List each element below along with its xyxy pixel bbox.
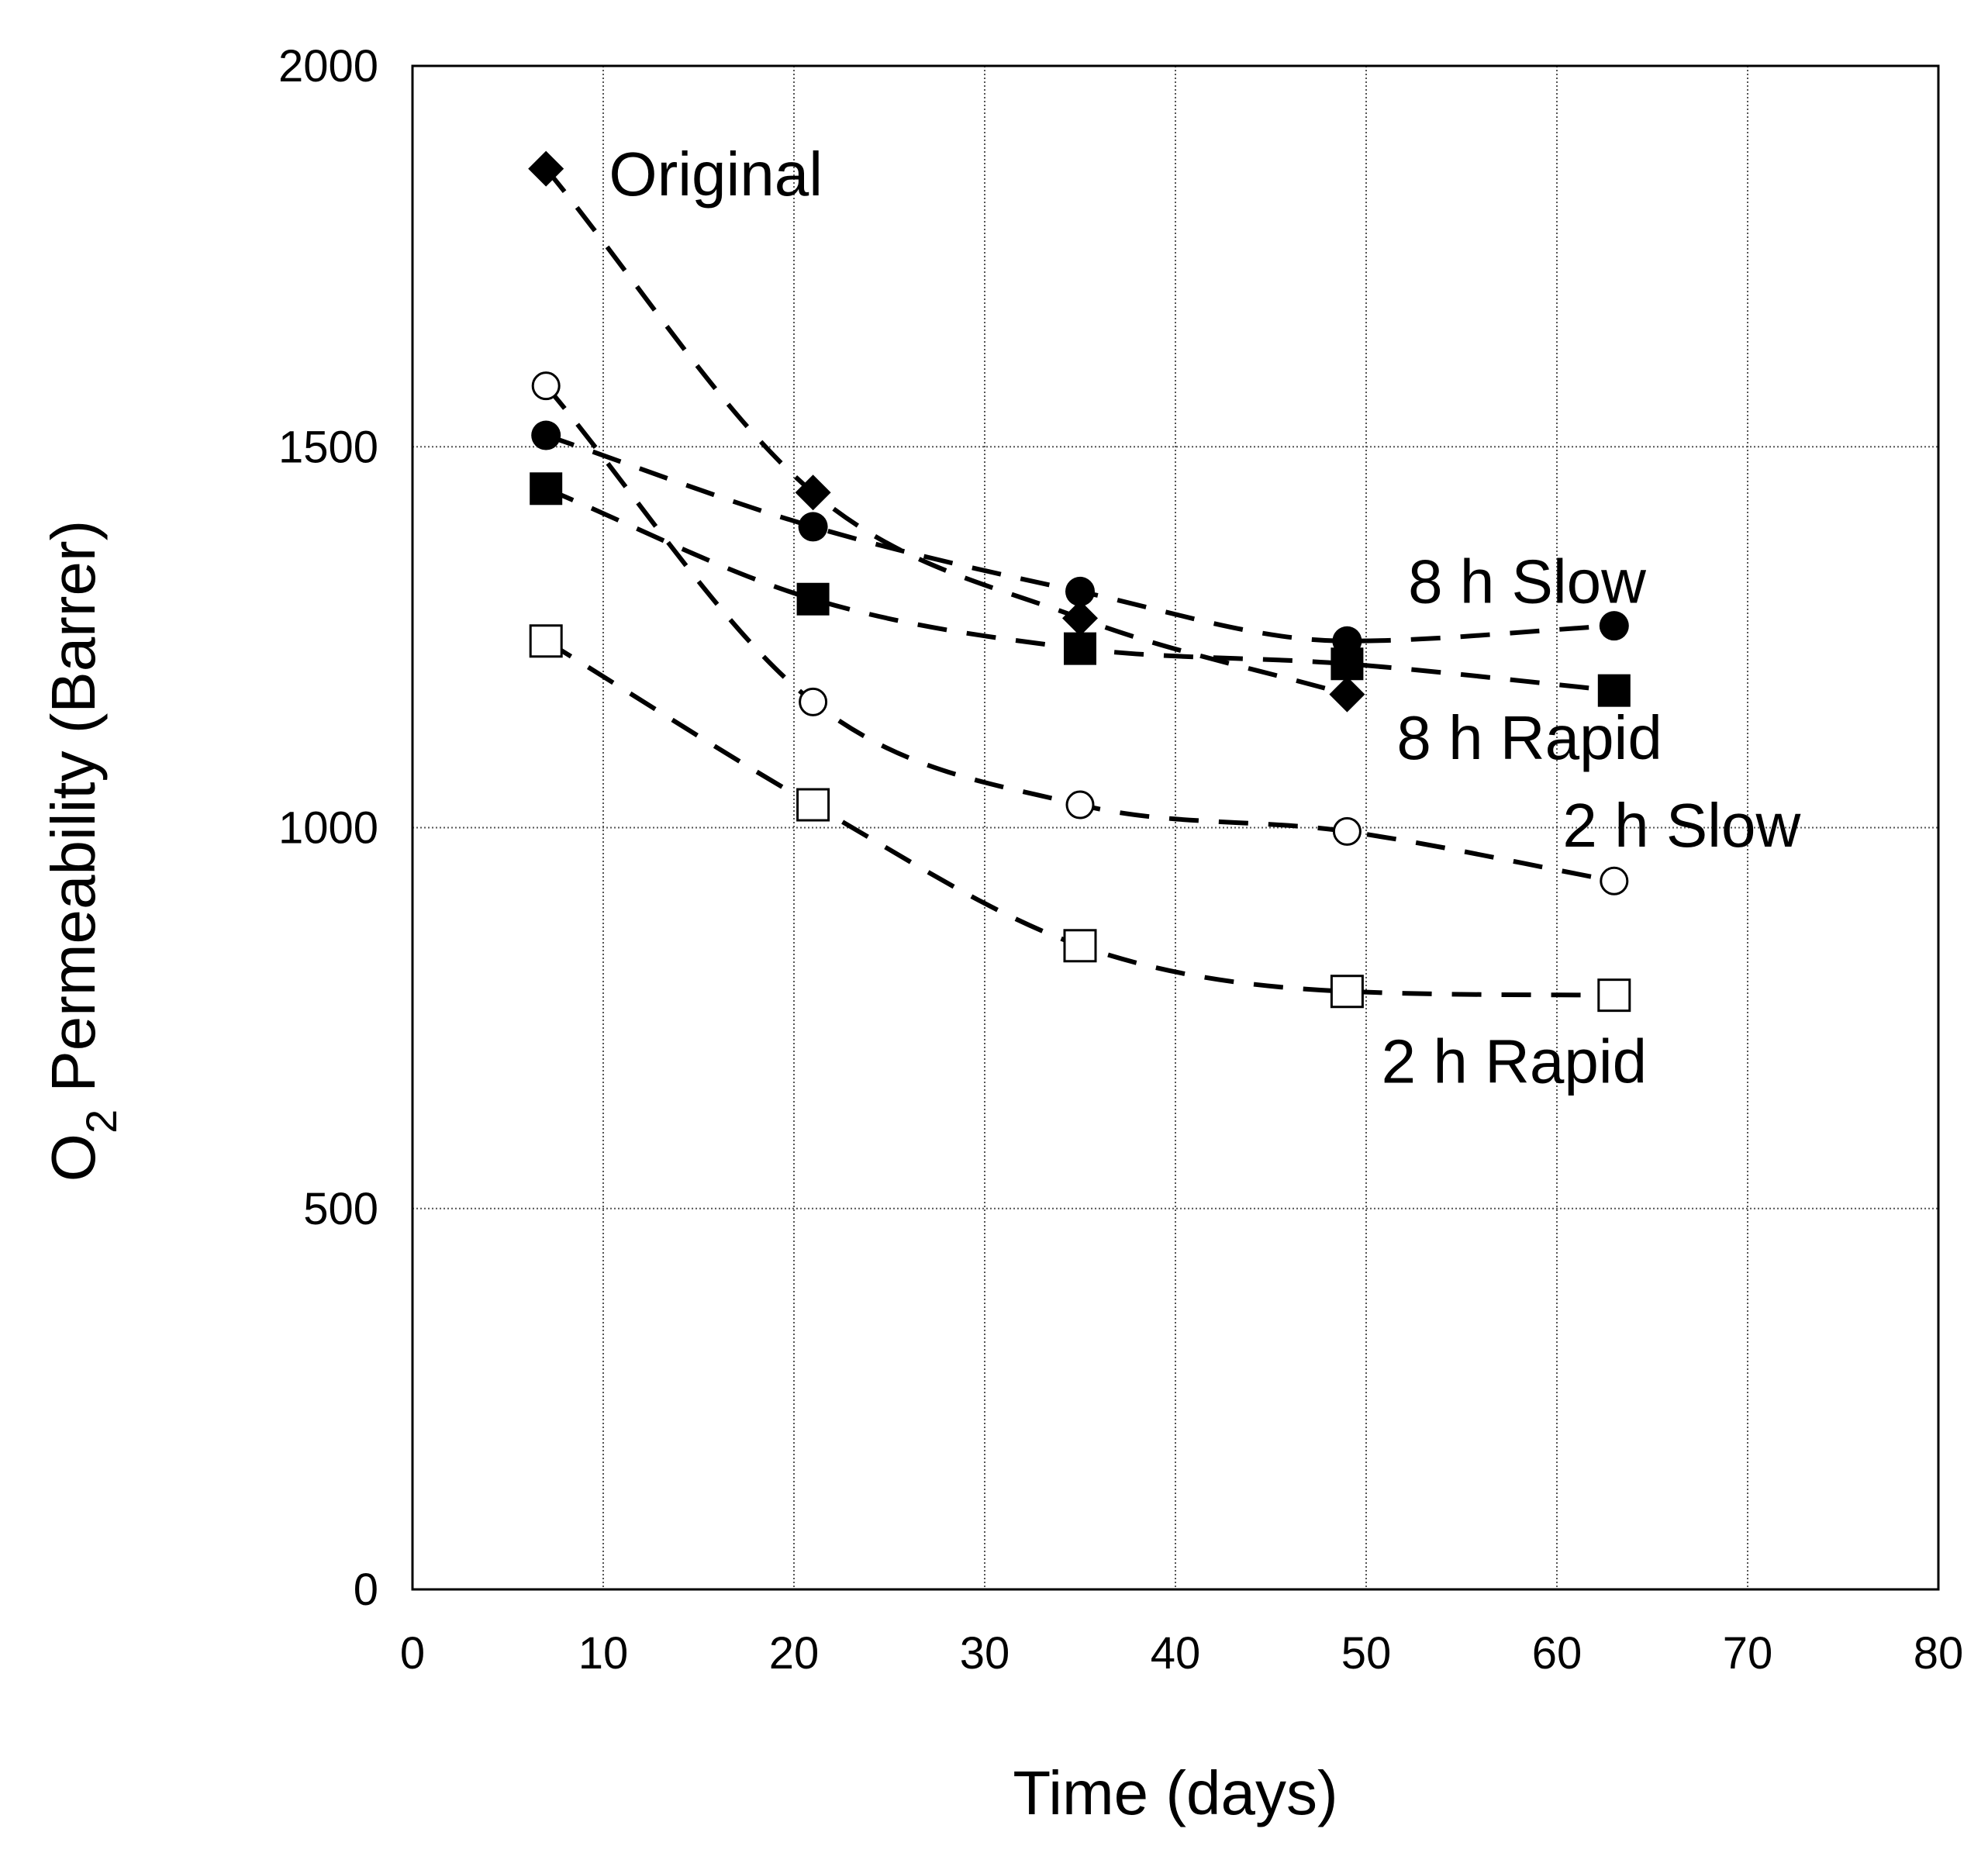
y-axis-title-rest: Permeability (Barrer): [39, 520, 108, 1109]
series-annotations: Original 8 h Slow 8 h Rapid 2 h Slow 2 h Rap…: [609, 140, 1800, 1096]
tick-labels: 0 10 20 30 40 50 60 70 80 0 500 1000 1500 2000: [278, 41, 1963, 1679]
label-original: Original: [609, 140, 823, 209]
y-tick-label: 1500: [278, 422, 378, 472]
marker-8-h-rapid: [1331, 647, 1364, 681]
fit-curve-2-h-slow: [544, 384, 1615, 884]
x-tick-label: 0: [400, 1628, 425, 1679]
marker-8-h-rapid: [530, 472, 563, 506]
grid-lines: [412, 66, 1938, 1589]
marker-2-h-slow: [799, 687, 828, 716]
marker-2-h-slow: [531, 371, 561, 401]
marker-2-h-rapid: [796, 788, 830, 822]
marker-original: [528, 150, 564, 187]
x-tick-label: 80: [1914, 1628, 1964, 1679]
marker-2-h-rapid: [1063, 929, 1097, 963]
x-tick-label: 20: [769, 1628, 820, 1679]
marker-8-h-slow: [531, 420, 561, 450]
marker-8-h-rapid: [796, 582, 830, 616]
marker-original: [795, 474, 831, 511]
marker-8-h-rapid: [1064, 632, 1096, 665]
y-axis-title-o: O: [39, 1134, 108, 1182]
y-tick-label: 1000: [278, 803, 378, 854]
x-tick-label: 70: [1723, 1628, 1773, 1679]
x-axis-title: Time (days): [1013, 1758, 1337, 1827]
marker-2-h-rapid: [1597, 978, 1631, 1013]
marker-8-h-slow: [1065, 576, 1095, 606]
label-2-h-slow: 2 h Slow: [1562, 791, 1800, 860]
marker-8-h-rapid: [1597, 674, 1631, 707]
label-8-h-slow: 8 h Slow: [1408, 547, 1646, 616]
marker-2-h-slow: [1600, 866, 1629, 895]
marker-2-h-slow: [1065, 790, 1095, 820]
marker-original: [1329, 676, 1365, 713]
data-markers: [528, 150, 1631, 1013]
plot-frame: [411, 64, 1940, 1591]
label-2-h-rapid: 2 h Rapid: [1382, 1027, 1647, 1096]
marker-2-h-rapid: [529, 624, 563, 658]
y-axis-title: O2 Permeability (Barrer): [39, 520, 126, 1182]
marker-2-h-rapid: [1330, 975, 1364, 1009]
x-tick-label: 10: [578, 1628, 629, 1679]
x-tick-label: 60: [1532, 1628, 1582, 1679]
y-tick-label: 500: [303, 1184, 378, 1234]
x-tick-label: 40: [1151, 1628, 1201, 1679]
marker-8-h-slow: [798, 512, 828, 542]
fit-curve-original: [544, 167, 1348, 697]
marker-original: [1062, 600, 1098, 637]
x-tick-label: 50: [1341, 1628, 1392, 1679]
marker-8-h-slow: [1599, 611, 1629, 641]
label-8-h-rapid: 8 h Rapid: [1396, 703, 1662, 772]
y-tick-label: 0: [354, 1565, 378, 1615]
y-axis-title-subscript: 2: [77, 1109, 126, 1134]
marker-2-h-slow: [1332, 816, 1362, 846]
y-tick-label: 2000: [278, 41, 378, 91]
x-tick-label: 30: [960, 1628, 1010, 1679]
